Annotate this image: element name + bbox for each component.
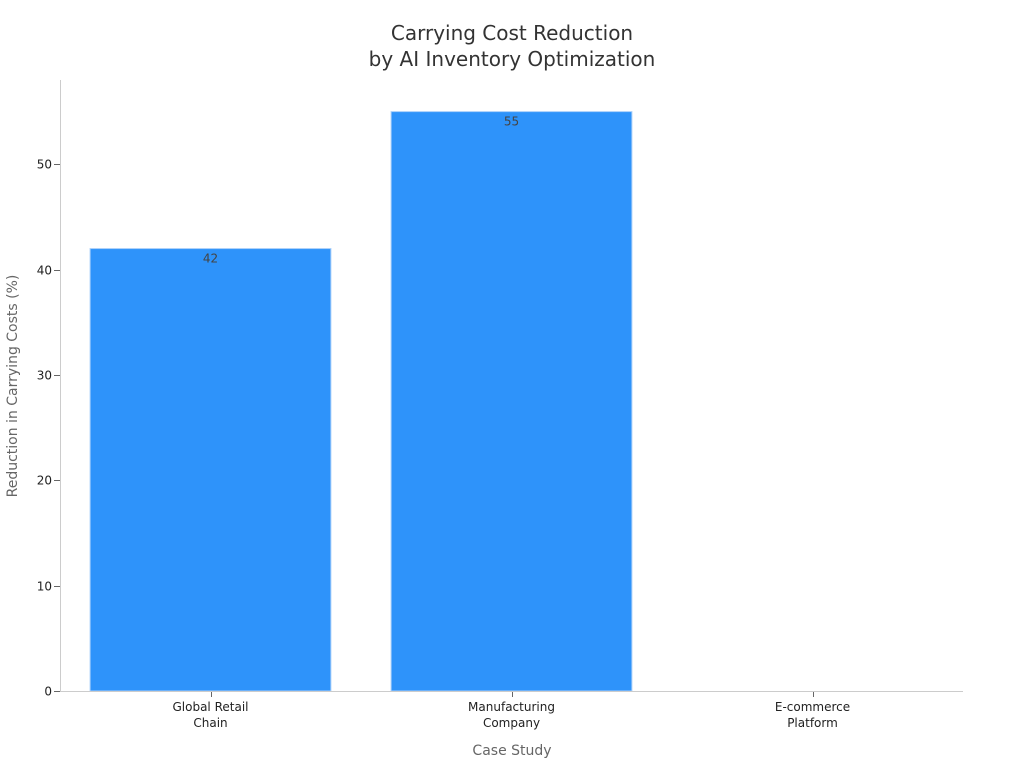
bar-0: [89, 248, 332, 692]
chart-title: Carrying Cost Reduction by AI Inventory …: [369, 21, 656, 71]
y-tick-label-2: 20: [37, 474, 52, 488]
chart-title-line-2: by AI Inventory Optimization: [369, 47, 656, 71]
bars-group: [89, 111, 633, 692]
y-tick-label-5: 50: [37, 158, 52, 172]
bar-value-label-0: 42: [203, 252, 218, 266]
x-tick-label-2: E-commerce Platform: [775, 700, 850, 730]
y-tick-label-0: 0: [44, 685, 52, 699]
y-axis-ticks: 0 10 20 30 40 50: [37, 158, 60, 699]
x-axis-title: Case Study: [472, 743, 551, 759]
chart-title-line-1: Carrying Cost Reduction: [391, 21, 633, 45]
y-tick-label-1: 10: [37, 580, 52, 594]
x-axis-ticks: Global Retail Chain Manufacturing Company E-…: [172, 692, 850, 730]
x-tick-label-1: Manufacturing Company: [468, 700, 555, 730]
y-tick-label-3: 30: [37, 369, 52, 383]
data-labels-group: 42 55: [203, 115, 519, 266]
x-tick-label-0: Global Retail Chain: [172, 700, 248, 730]
bar-value-label-1: 55: [504, 115, 519, 129]
y-tick-label-4: 40: [37, 264, 52, 278]
bar-1: [390, 111, 633, 692]
y-axis-title: Reduction in Carrying Costs (%): [5, 275, 21, 498]
